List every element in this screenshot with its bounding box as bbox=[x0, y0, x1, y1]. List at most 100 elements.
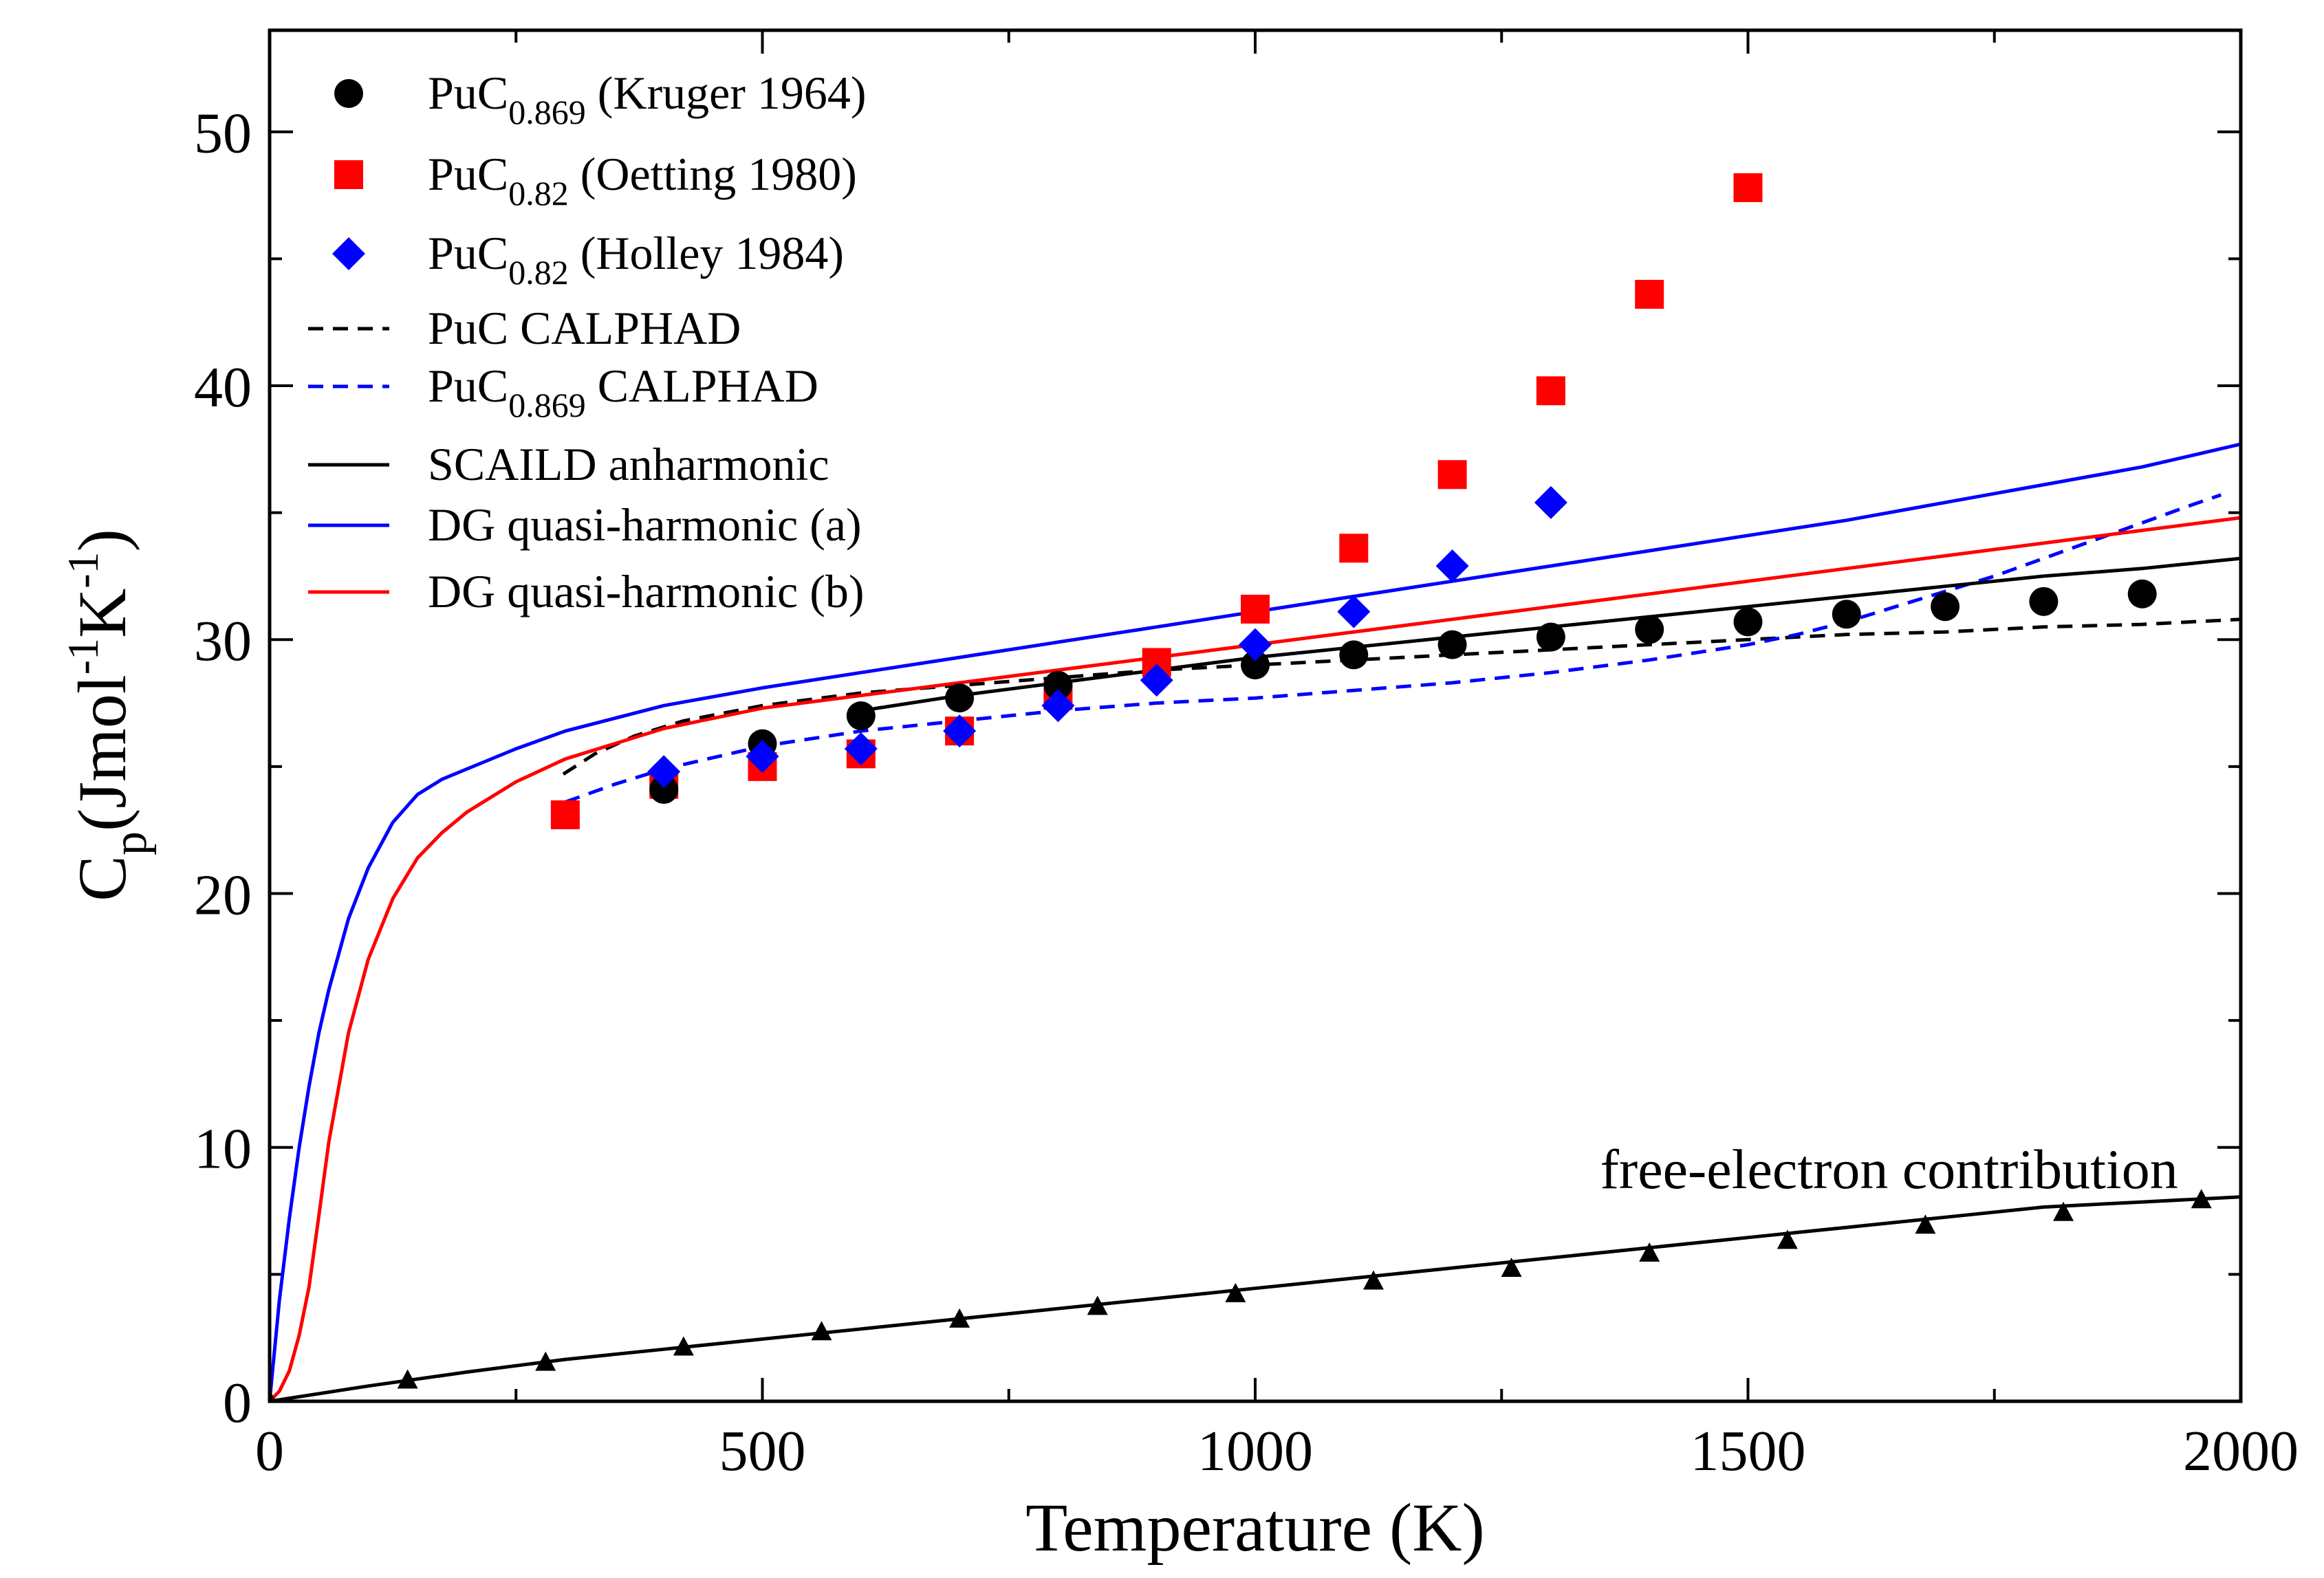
data-point-kruger bbox=[846, 701, 876, 730]
data-point-free-electron bbox=[1087, 1295, 1108, 1315]
x-tick-label: 1000 bbox=[1197, 1419, 1313, 1483]
data-point-holley bbox=[943, 714, 977, 748]
legend-label-base: DG quasi-harmonic (b) bbox=[428, 565, 864, 617]
y-axis-unit-mid: K bbox=[64, 589, 140, 638]
legend-label-base: PuC bbox=[428, 148, 508, 200]
x-axis-title: Temperature (K) bbox=[1025, 1489, 1485, 1566]
data-point-free-electron bbox=[2191, 1189, 2212, 1209]
legend-item-puc-calphad: PuC CALPHAD bbox=[308, 302, 741, 354]
y-axis-main: C bbox=[64, 855, 140, 901]
data-point-kruger bbox=[649, 775, 679, 804]
legend-label-sub: 0.869 bbox=[508, 93, 586, 131]
legend-item-oetting: PuC0.82 (Oetting 1980) bbox=[334, 148, 857, 212]
y-tick-label: 40 bbox=[194, 355, 252, 419]
series-line-puc-calphad bbox=[562, 617, 2241, 776]
data-point-oetting bbox=[1241, 594, 1270, 624]
legend-item-dg-b: DG quasi-harmonic (b) bbox=[308, 565, 864, 617]
legend-item-holley: PuC0.82 (Holley 1984) bbox=[332, 227, 844, 292]
legend-label-rest: CALPHAD bbox=[586, 360, 818, 412]
data-point-holley bbox=[647, 755, 681, 789]
data-point-free-electron bbox=[811, 1321, 832, 1341]
legend-label-base: PuC CALPHAD bbox=[428, 302, 741, 354]
data-point-kruger bbox=[1339, 640, 1369, 670]
data-point-kruger bbox=[1635, 615, 1664, 644]
y-axis-sub: p bbox=[104, 831, 157, 855]
x-tick-label: 0 bbox=[255, 1419, 284, 1483]
data-point-holley bbox=[1041, 689, 1075, 723]
series-puc-calphad bbox=[562, 617, 2241, 776]
legend-item-dg-a: DG quasi-harmonic (a) bbox=[308, 498, 862, 551]
data-point-free-electron bbox=[1225, 1282, 1246, 1302]
data-point-holley bbox=[1534, 485, 1567, 519]
legend-marker-oetting bbox=[334, 160, 363, 189]
legend-label-sub: 0.82 bbox=[508, 174, 569, 212]
legend-label-oetting: PuC0.82 (Oetting 1980) bbox=[428, 148, 857, 212]
series-line-puc0869-calphad bbox=[565, 493, 2222, 804]
legend-item-kruger: PuC0.869 (Kruger 1964) bbox=[334, 67, 867, 131]
data-point-kruger bbox=[1931, 592, 1960, 622]
legend-label-base: PuC bbox=[428, 67, 508, 119]
data-point-kruger bbox=[1733, 607, 1763, 637]
data-point-free-electron bbox=[2053, 1201, 2074, 1221]
data-point-free-electron bbox=[1777, 1229, 1798, 1249]
series-dg-a bbox=[270, 442, 2241, 1401]
series-line-free-electron bbox=[270, 1195, 2241, 1401]
series-dg-b bbox=[270, 516, 2241, 1401]
data-point-kruger bbox=[945, 683, 975, 713]
legend-label-base: PuC bbox=[428, 227, 508, 279]
axes: 0 500 1000 1500 2000 0 10 20 30 40 50 bbox=[194, 30, 2299, 1483]
legend-label-sub: 0.82 bbox=[508, 253, 569, 292]
series-line-dg-a bbox=[270, 442, 2241, 1401]
legend-marker-kruger bbox=[334, 79, 363, 108]
y-tick-label: 10 bbox=[194, 1117, 252, 1181]
annotation-free-electron: free-electron contribution bbox=[1600, 1138, 2178, 1201]
legend: PuC0.869 (Kruger 1964)PuC0.82 (Oetting 1… bbox=[308, 67, 867, 617]
data-point-kruger bbox=[1437, 630, 1467, 659]
legend-label-holley: PuC0.82 (Holley 1984) bbox=[428, 227, 844, 292]
data-point-oetting bbox=[1536, 376, 1565, 406]
data-point-holley bbox=[1337, 595, 1371, 628]
data-point-free-electron bbox=[1362, 1270, 1384, 1290]
data-point-free-electron bbox=[1915, 1214, 1936, 1234]
data-point-kruger bbox=[2127, 579, 2157, 609]
data-point-kruger bbox=[1043, 670, 1073, 700]
legend-label-dg-b: DG quasi-harmonic (b) bbox=[428, 565, 864, 617]
y-axis-unit-close: ) bbox=[64, 529, 140, 551]
data-point-oetting bbox=[1635, 280, 1664, 309]
legend-item-puc0869-calphad: PuC0.869 CALPHAD bbox=[308, 360, 818, 424]
data-point-free-electron bbox=[1639, 1242, 1660, 1262]
legend-label-base: SCAILD anharmonic bbox=[428, 438, 829, 490]
legend-label-rest: (Kruger 1964) bbox=[586, 67, 867, 119]
legend-label-scaild: SCAILD anharmonic bbox=[428, 438, 829, 490]
y-tick-label: 30 bbox=[194, 609, 252, 673]
y-axis-unit-open: (Jmol bbox=[64, 675, 140, 831]
data-point-holley bbox=[746, 740, 779, 774]
data-point-free-electron bbox=[397, 1369, 418, 1389]
data-point-kruger bbox=[1832, 600, 1861, 629]
x-tick-label: 1500 bbox=[1691, 1419, 1806, 1483]
series-layer bbox=[270, 173, 2241, 1401]
data-point-free-electron bbox=[949, 1308, 970, 1328]
data-point-oetting bbox=[1437, 460, 1467, 490]
data-point-holley bbox=[1140, 664, 1173, 697]
data-point-holley bbox=[1435, 549, 1469, 583]
y-tick-label: 50 bbox=[194, 102, 252, 166]
series-free-electron bbox=[270, 1189, 2241, 1401]
legend-label-puc0869-calphad: PuC0.869 CALPHAD bbox=[428, 360, 818, 424]
y-axis-title-text: Cp(Jmol-1K-1) bbox=[58, 529, 157, 901]
data-point-kruger bbox=[1241, 650, 1270, 680]
data-point-kruger bbox=[2029, 587, 2059, 616]
legend-label-base: PuC bbox=[428, 360, 508, 412]
series-line-dg-b bbox=[270, 516, 2241, 1401]
data-point-kruger bbox=[1536, 622, 1565, 652]
y-axis-title: Cp(Jmol-1K-1) bbox=[58, 529, 157, 901]
y-tick-label: 0 bbox=[223, 1371, 252, 1435]
data-point-oetting bbox=[1733, 173, 1763, 202]
data-point-oetting bbox=[550, 800, 580, 830]
data-point-free-electron bbox=[535, 1351, 556, 1371]
legend-label-dg-a: DG quasi-harmonic (a) bbox=[428, 498, 862, 551]
legend-label-rest: (Holley 1984) bbox=[569, 227, 844, 279]
legend-item-scaild: SCAILD anharmonic bbox=[308, 438, 829, 490]
series-kruger bbox=[649, 579, 2157, 804]
